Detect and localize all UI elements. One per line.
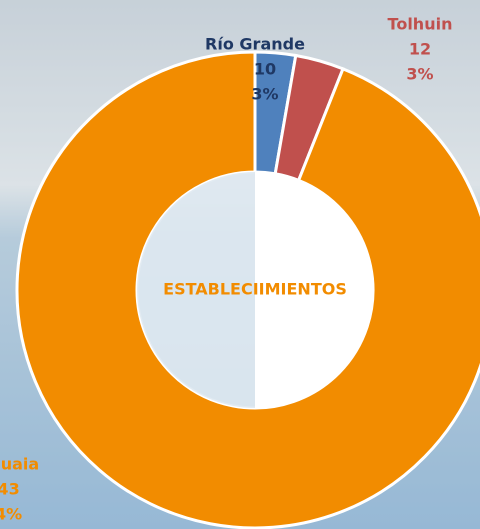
page: ESTABLECIIMIENTOS Río Grande 10 3% Tolhuin 1… (0, 0, 480, 529)
slice-name: Río Grande (205, 35, 305, 54)
slice-percent: 94% (0, 505, 22, 524)
center-label: ESTABLECIIMIENTOS (163, 280, 347, 299)
slice-percent: 3% (251, 85, 278, 104)
slice-value: 343 (0, 480, 20, 499)
slice-value: 12 (409, 40, 431, 59)
slice-name: Ushuaia (0, 455, 39, 474)
slice-percent: 3% (406, 65, 433, 84)
chart: ESTABLECIIMIENTOS Río Grande 10 3% Tolhuin 1… (0, 0, 480, 529)
slice-name: Tolhuin (388, 15, 453, 34)
slice-value: 10 (254, 60, 276, 79)
